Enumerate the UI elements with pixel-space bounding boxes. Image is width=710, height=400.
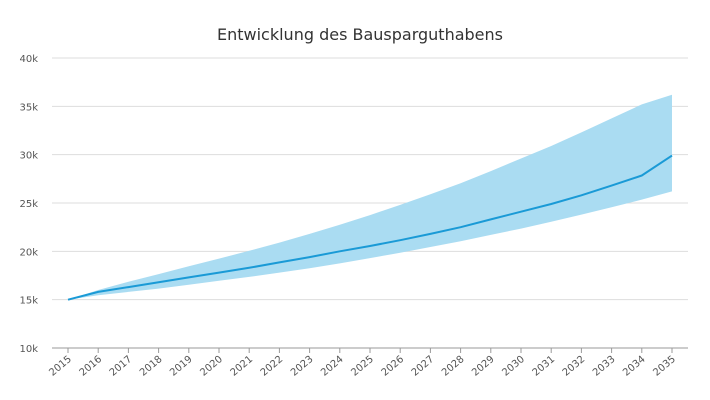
x-tick-label: 2017 (108, 354, 135, 379)
x-tick-label: 2027 (410, 354, 437, 379)
x-tick-label: 2026 (380, 354, 407, 379)
x-tick-label: 2018 (138, 354, 165, 379)
x-tick-label: 2033 (591, 354, 618, 379)
x-tick-label: 2021 (229, 354, 256, 379)
series-line (67, 154, 673, 301)
x-axis (52, 347, 688, 353)
x-tick-label: 2023 (289, 354, 316, 379)
x-axis-tick-labels: 2015 2016 2017 2018 2019 2020 2021 2022 2023 2024… (47, 354, 678, 379)
y-tick-label: 25k (19, 199, 38, 210)
y-tick-label: 40k (19, 54, 38, 65)
x-tick-label: 2030 (500, 354, 527, 379)
x-tick-label: 2028 (440, 354, 467, 379)
confidence-band (68, 94, 672, 300)
y-tick-label: 15k (19, 296, 38, 307)
x-tick-label: 2034 (621, 354, 648, 379)
band-area (68, 94, 672, 300)
x-tick-label: 2015 (47, 354, 74, 379)
grid-layer (52, 57, 688, 301)
x-tick-label: 2032 (561, 354, 588, 379)
x-tick-label: 2025 (349, 354, 376, 379)
y-tick-label: 35k (19, 102, 38, 113)
x-tick-label: 2016 (78, 354, 105, 379)
x-tick-label: 2024 (319, 354, 346, 379)
x-tick-label: 2019 (168, 354, 195, 379)
y-axis-tick-labels: 10k 15k 20k 25k 30k 35k 40k (19, 54, 38, 355)
x-tick-label: 2035 (651, 354, 678, 379)
x-tick-label: 2020 (198, 354, 225, 379)
chart-title: Entwicklung des Bausparguthabens (217, 25, 503, 44)
y-tick-label: 30k (19, 151, 38, 162)
x-tick-label: 2031 (531, 354, 558, 379)
x-tick-label: 2029 (470, 354, 497, 379)
y-tick-label: 10k (19, 344, 38, 355)
x-tick-label: 2022 (259, 354, 286, 379)
series-line-layer (67, 154, 673, 301)
y-tick-label: 20k (19, 247, 38, 258)
